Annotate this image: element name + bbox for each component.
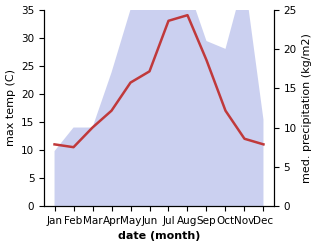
Y-axis label: med. precipitation (kg/m2): med. precipitation (kg/m2) [302,33,313,183]
Y-axis label: max temp (C): max temp (C) [5,69,16,146]
X-axis label: date (month): date (month) [118,231,200,242]
